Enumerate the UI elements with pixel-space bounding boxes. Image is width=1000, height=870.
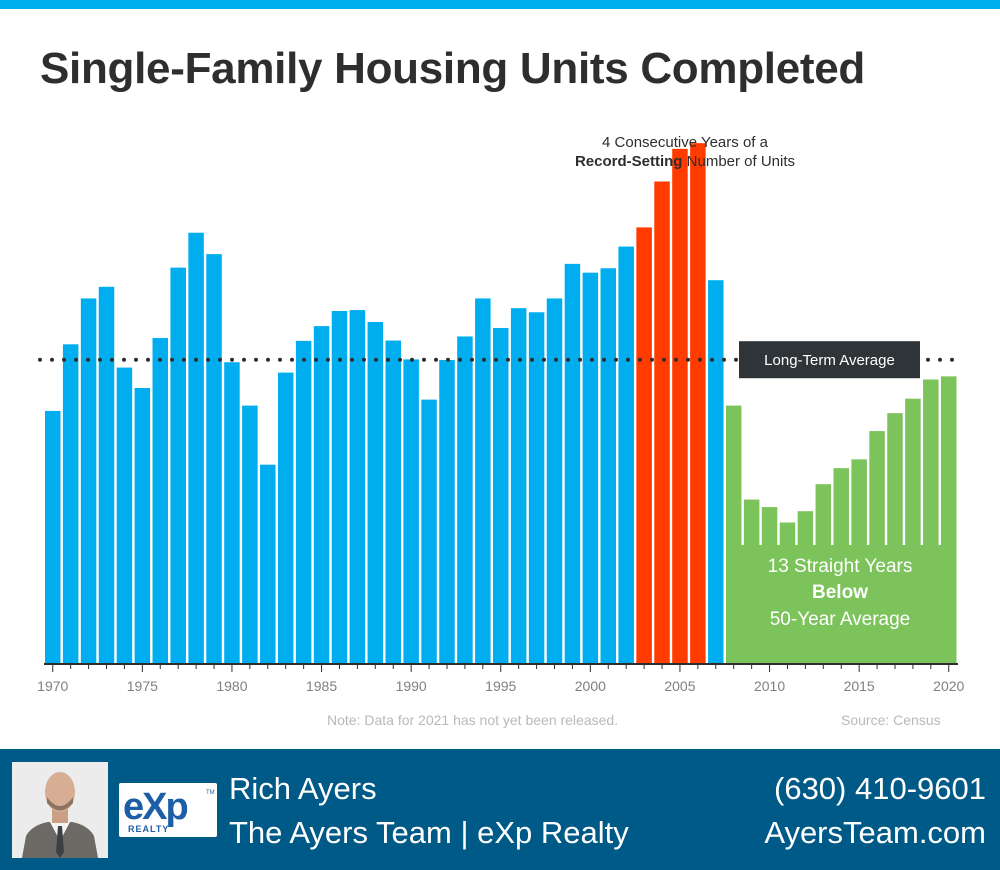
bar-1989 bbox=[385, 340, 401, 663]
tick-label-2005: 2005 bbox=[664, 678, 695, 694]
bar-1991 bbox=[421, 399, 437, 663]
bar-1987 bbox=[349, 310, 366, 663]
exp-realty-logo: eXp TM REALTY bbox=[119, 783, 217, 837]
bar-1971 bbox=[62, 344, 79, 663]
tick-label-1975: 1975 bbox=[127, 678, 158, 694]
phone-number[interactable]: (630) 410-9601 bbox=[774, 771, 986, 806]
bar-2007 bbox=[708, 280, 724, 663]
chart-title: Single-Family Housing Units Completed bbox=[40, 44, 865, 93]
bar-1983 bbox=[277, 372, 294, 663]
bar-1982 bbox=[260, 464, 276, 663]
tick-label-1985: 1985 bbox=[306, 678, 337, 694]
tick-label-2015: 2015 bbox=[844, 678, 875, 694]
bar-1996 bbox=[510, 308, 527, 663]
tick-label-2020: 2020 bbox=[933, 678, 964, 694]
record-annotation-line1: 4 Consecutive Years of a bbox=[602, 134, 769, 151]
tick-label-1980: 1980 bbox=[216, 678, 247, 694]
below-average-backdrop bbox=[725, 545, 957, 663]
bar-2002 bbox=[618, 246, 634, 663]
bar-1976 bbox=[152, 338, 169, 663]
logo-tm-text: TM bbox=[206, 790, 215, 796]
exp-logo-icon: eXp TM REALTY bbox=[123, 786, 215, 834]
bar-1993 bbox=[457, 336, 473, 663]
agent-photo bbox=[12, 762, 108, 858]
person-icon bbox=[12, 762, 108, 858]
tick-label-1990: 1990 bbox=[396, 678, 427, 694]
bar-1992 bbox=[439, 360, 455, 663]
bar-1974 bbox=[116, 367, 133, 663]
bar-1975 bbox=[134, 388, 151, 663]
bar-1995 bbox=[493, 327, 509, 663]
top-accent-bar bbox=[0, 0, 1000, 9]
record-annotation-bold: Record-Setting bbox=[575, 153, 683, 170]
bar-2001 bbox=[600, 268, 617, 663]
record-setting-annotation: 4 Consecutive Years of a Record-Setting … bbox=[575, 134, 795, 170]
agent-name: Rich Ayers bbox=[229, 771, 377, 806]
bar-2004 bbox=[654, 181, 670, 663]
bar-1997 bbox=[528, 312, 545, 663]
bar-1990 bbox=[403, 359, 419, 663]
bar-1999 bbox=[564, 263, 581, 663]
long-term-average-label-box bbox=[739, 341, 920, 379]
bar-1998 bbox=[546, 298, 563, 663]
team-name: The Ayers Team | eXp Realty bbox=[229, 815, 629, 850]
bar-2006 bbox=[690, 143, 706, 664]
green-annotation-line3: 50-Year Average bbox=[770, 609, 911, 630]
source-note: Source: Census bbox=[841, 712, 941, 728]
bar-1977 bbox=[170, 267, 186, 663]
bar-1985 bbox=[313, 326, 330, 663]
logo-sub-text: REALTY bbox=[128, 824, 169, 834]
bar-1973 bbox=[98, 286, 115, 663]
agent-footer: eXp TM REALTY Rich Ayers The Ayers Team … bbox=[0, 749, 1000, 870]
record-annotation-line2: Record-Setting Number of Units bbox=[575, 153, 795, 170]
x-axis-ticks: 1970 1975 1980 1985 1990 1995 2000 2005 2010 2015… bbox=[37, 664, 965, 694]
bar-2003 bbox=[636, 227, 652, 663]
bar-1978 bbox=[188, 232, 204, 664]
green-annotation-line1: 13 Straight Years bbox=[768, 556, 913, 577]
bars bbox=[45, 143, 957, 664]
bar-1979 bbox=[206, 254, 222, 664]
bar-1970 bbox=[45, 410, 61, 663]
bar-1972 bbox=[80, 298, 97, 663]
tick-label-1970: 1970 bbox=[37, 678, 68, 694]
record-annotation-rest: Number of Units bbox=[687, 153, 795, 170]
bar-1984 bbox=[295, 340, 312, 663]
bar-1994 bbox=[475, 298, 491, 663]
data-note: Note: Data for 2021 has not yet been rel… bbox=[327, 712, 619, 728]
green-annotation-line2: Below bbox=[812, 582, 868, 603]
bar-1988 bbox=[367, 322, 384, 663]
tick-label-2010: 2010 bbox=[754, 678, 785, 694]
bar-1986 bbox=[331, 311, 348, 663]
bar-1980 bbox=[224, 362, 240, 663]
logo-main-text: eXp bbox=[123, 786, 187, 828]
long-term-average-label: Long-Term Average bbox=[764, 352, 895, 369]
bar-1981 bbox=[242, 405, 258, 663]
bar-2005 bbox=[672, 148, 688, 663]
bar-2000 bbox=[582, 272, 599, 663]
website-link[interactable]: AyersTeam.com bbox=[764, 815, 986, 850]
bar-chart: 1970 1975 1980 1985 1990 1995 2000 2005 2010 2015… bbox=[37, 134, 965, 694]
tick-label-2000: 2000 bbox=[575, 678, 606, 694]
long-term-average: Long-Term Average bbox=[38, 341, 962, 379]
below-average-annotation: 13 Straight Years Below 50-Year Average bbox=[768, 556, 913, 630]
tick-label-1995: 1995 bbox=[485, 678, 516, 694]
